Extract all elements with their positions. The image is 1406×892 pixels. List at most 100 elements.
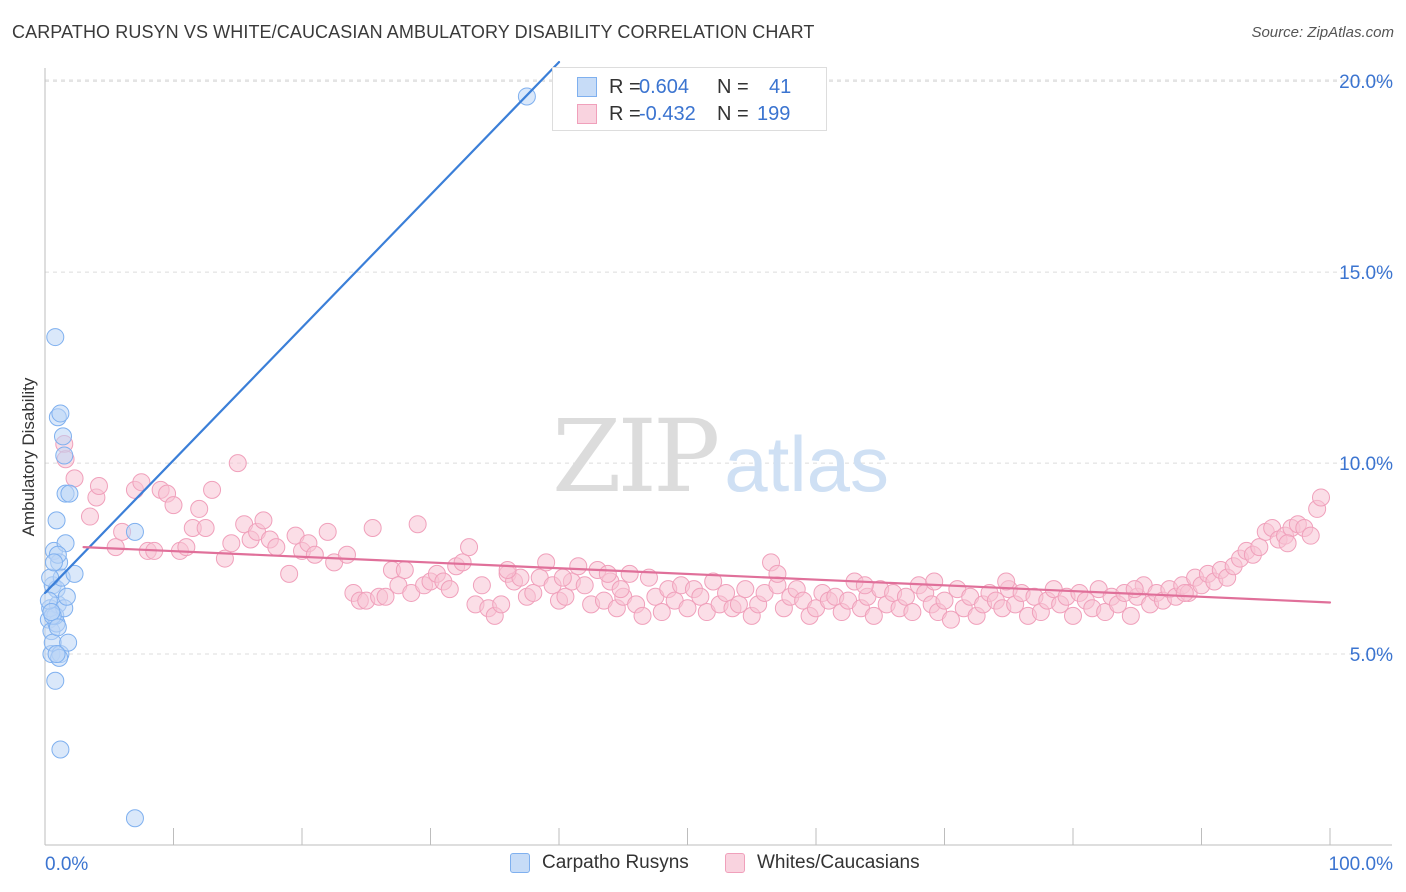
white-caucasian-point [318, 522, 337, 541]
carpatho-rusyn-point [57, 587, 76, 606]
white-caucasian-point [611, 580, 630, 599]
trend-lines [43, 60, 1332, 604]
white-caucasian-point [1301, 526, 1320, 545]
whites-caucasians-points [55, 435, 1331, 629]
white-caucasian-point [498, 561, 517, 580]
white-caucasian-point [678, 599, 697, 618]
white-caucasian-point [704, 572, 723, 591]
white-caucasian-point [691, 587, 710, 606]
white-caucasian-point [196, 519, 215, 538]
gridlines [45, 79, 1392, 655]
white-caucasian-point [524, 583, 543, 602]
white-caucasian-point [569, 557, 588, 576]
legend-n-value: 199 [757, 102, 791, 125]
carpatho-rusyn-point [53, 427, 72, 446]
white-caucasian-point [460, 538, 479, 557]
carpatho-rusyn-point [125, 809, 144, 828]
legend-swatch-blue [510, 853, 530, 873]
whites-caucasians-trend-line [82, 546, 1332, 604]
white-caucasian-point [553, 568, 572, 587]
white-caucasian-point [1312, 488, 1331, 507]
y-tick-label: 10.0% [1339, 454, 1393, 475]
white-caucasian-point [65, 469, 84, 488]
white-caucasian-point [1064, 606, 1082, 625]
carpatho-rusyn-point [42, 603, 61, 622]
white-caucasian-point [736, 580, 755, 599]
x-axis-ticks [173, 828, 1331, 845]
white-caucasian-point [177, 538, 196, 557]
chart-title: CARPATHO RUSYN VS WHITE/CAUCASIAN AMBULA… [12, 22, 815, 42]
white-caucasian-point [222, 534, 241, 553]
legend-label: Carpatho Rusyns [542, 852, 689, 873]
legend-row-carpatho-rusyns: R = 0.604 N = 41 [577, 75, 791, 99]
white-caucasian-point [556, 587, 575, 606]
carpatho-rusyn-point [47, 511, 66, 530]
legend-label: Whites/Caucasians [757, 852, 920, 873]
carpatho-rusyn-point [51, 740, 70, 759]
white-caucasian-point [598, 564, 617, 583]
white-caucasian-point [652, 603, 671, 622]
carpatho-rusyn-point [125, 522, 144, 541]
white-caucasian-point [376, 587, 395, 606]
white-caucasian-point [254, 511, 273, 530]
legend-r-label: R = [609, 102, 641, 125]
white-caucasian-point [997, 572, 1016, 591]
white-caucasian-point [80, 507, 99, 526]
white-caucasian-point [190, 499, 209, 518]
legend-swatch-blue [577, 77, 597, 97]
carpatho-rusyn-point [47, 645, 66, 664]
white-caucasian-point [280, 564, 299, 583]
white-caucasian-point [492, 595, 511, 614]
white-caucasian-point [925, 572, 944, 591]
y-tick-label: 5.0% [1350, 645, 1393, 666]
x-axis-tick-labels: 0.0% 100.0% [45, 854, 1393, 875]
carpatho-rusyn-point [44, 553, 63, 572]
white-caucasian-point [337, 545, 356, 564]
white-caucasian-point [1278, 534, 1297, 553]
white-caucasian-point [620, 564, 639, 583]
white-caucasian-point [106, 538, 125, 557]
white-caucasian-point [1250, 538, 1269, 557]
white-caucasian-point [395, 561, 414, 580]
white-caucasian-point [896, 587, 915, 606]
white-caucasian-point [132, 473, 151, 492]
x-tick-label-max: 100.0% [1329, 854, 1394, 875]
white-caucasian-point [903, 603, 922, 622]
carpatho-rusyn-point [48, 618, 67, 637]
white-caucasian-point [935, 591, 954, 610]
series-legend: Carpatho Rusyns Whites/Caucasians [0, 852, 1406, 878]
carpatho-rusyns-trend-line [43, 60, 561, 595]
white-caucasian-point [89, 477, 108, 496]
white-caucasian-point [440, 580, 459, 599]
white-caucasian-point [575, 576, 594, 595]
legend-swatch-pink [725, 853, 745, 873]
y-tick-label: 15.0% [1339, 263, 1393, 284]
axes [44, 68, 1392, 846]
white-caucasian-point [408, 515, 427, 534]
white-caucasian-point [305, 545, 324, 564]
legend-item-carpatho-rusyns[interactable]: Carpatho Rusyns [510, 852, 689, 874]
white-caucasian-point [228, 454, 247, 473]
legend-n-label: N = [717, 102, 749, 125]
white-caucasian-point [453, 553, 472, 572]
white-caucasian-point [472, 576, 491, 595]
white-caucasian-point [855, 576, 874, 595]
white-caucasian-point [768, 564, 787, 583]
carpatho-rusyn-point [65, 564, 84, 583]
legend-r-label: R = [609, 75, 641, 98]
legend-item-whites-caucasians[interactable]: Whites/Caucasians [725, 852, 920, 874]
white-caucasian-point [717, 583, 736, 602]
carpatho-rusyn-point [46, 328, 65, 347]
white-caucasian-point [864, 606, 883, 625]
carpatho-rusyn-point [55, 446, 74, 465]
white-caucasian-point [1121, 606, 1140, 625]
y-axis-label: Ambulatory Disability [19, 377, 38, 536]
carpatho-rusyns-points [39, 87, 536, 828]
carpatho-rusyn-point [51, 404, 70, 423]
legend-r-value: 0.604 [639, 75, 690, 98]
legend-swatch-pink [577, 104, 597, 124]
stats-legend: R = 0.604 N = 41 R = -0.432 N = 199 [552, 67, 827, 131]
legend-r-value: -0.432 [639, 102, 696, 125]
carpatho-rusyn-point [46, 671, 65, 690]
